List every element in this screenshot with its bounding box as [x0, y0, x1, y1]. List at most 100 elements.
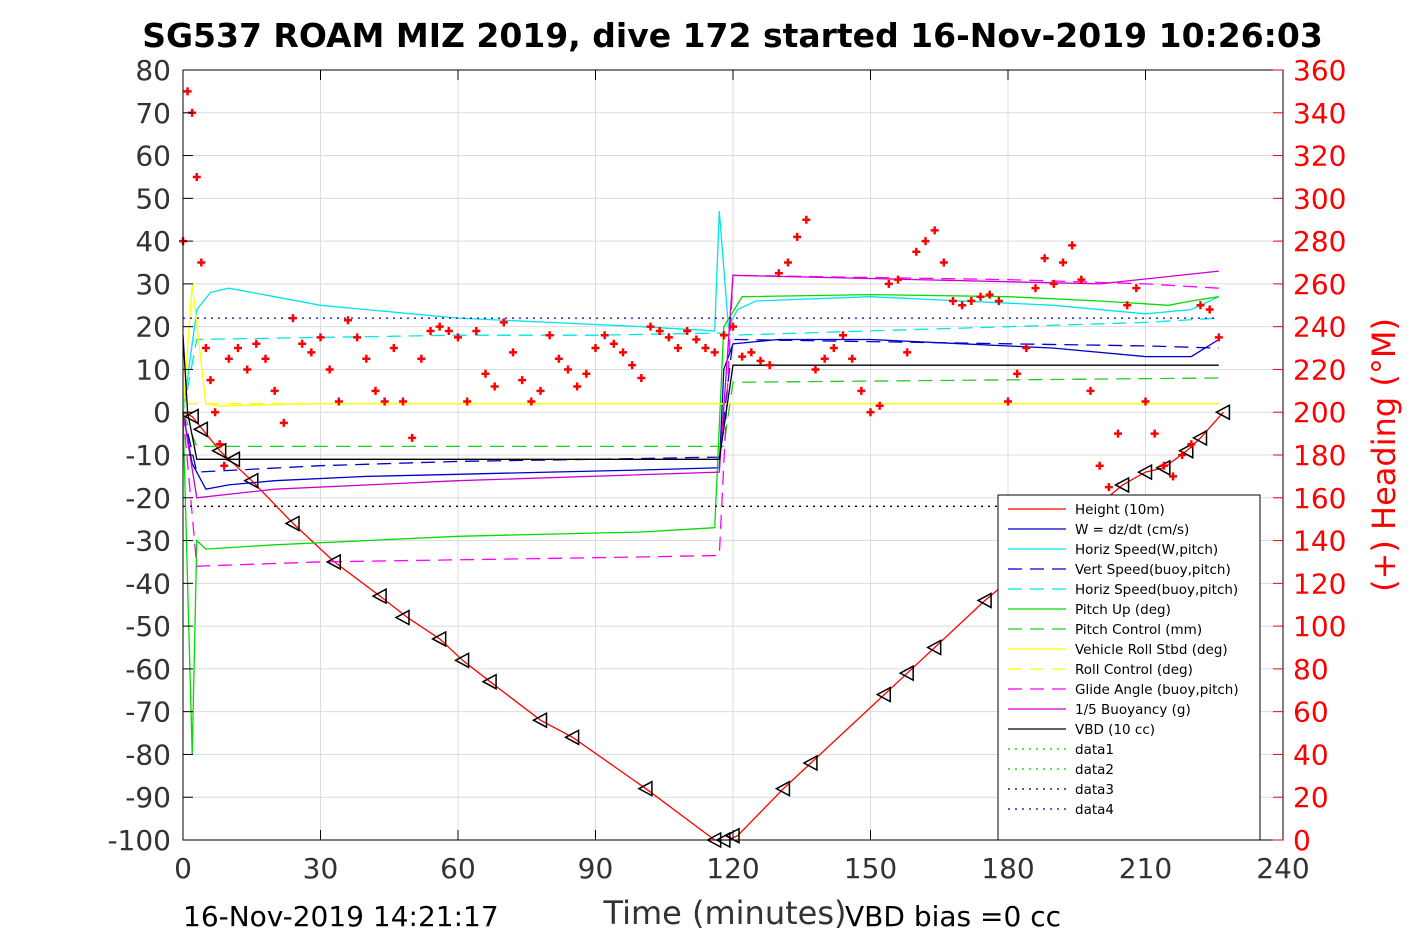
heading-point [279, 418, 288, 427]
legend: Height (10m) W = dz/dt (cm/s) Horiz Speed(… [997, 494, 1261, 841]
heading-point [958, 301, 967, 310]
heading-point [463, 397, 472, 406]
legend-label-6: Pitch Control (mm) [1075, 622, 1202, 638]
x-axis-label: Time (minutes) [603, 894, 847, 932]
heading-point [1132, 284, 1141, 293]
heading-point [252, 339, 261, 348]
heading-point [417, 354, 426, 363]
heading-point [820, 354, 829, 363]
heading-point [930, 226, 939, 235]
right-tick-label: 140 [1293, 525, 1346, 558]
right-tick-label: 120 [1293, 567, 1346, 600]
left-tick-label: 0 [153, 396, 171, 429]
heading-point [527, 397, 536, 406]
heading-point [1178, 451, 1187, 459]
heading-point [435, 322, 444, 331]
heading-point [985, 290, 994, 299]
left-tick-label: -10 [125, 439, 171, 472]
heading-point [646, 322, 655, 331]
depth-marker [1191, 429, 1208, 447]
chart-title: SG537 ROAM MIZ 2019, dive 172 started 16… [142, 16, 1323, 55]
heading-point [316, 333, 325, 342]
heading-point [692, 335, 701, 344]
heading-point [674, 344, 682, 353]
legend-label-14: data3 [1075, 782, 1114, 798]
legend-label-9: Glide Angle (buoy,pitch) [1075, 682, 1239, 698]
heading-point [536, 386, 545, 395]
left-tick-label: -30 [125, 525, 171, 558]
right-tick-label: 320 [1293, 140, 1346, 173]
heading-point [261, 354, 270, 363]
legend-label-5: Pitch Up (deg) [1075, 602, 1171, 618]
depth-marker [243, 472, 259, 489]
heading-point [1040, 254, 1049, 263]
depth-marker [976, 592, 992, 609]
heading-point [1141, 397, 1150, 406]
left-tick-label: -70 [125, 696, 171, 729]
heading-point [1187, 440, 1196, 449]
heading-point [664, 333, 673, 342]
depth-marker [192, 421, 209, 438]
heading-point [637, 374, 646, 382]
series-line-1 [182, 338, 1220, 490]
right-tick-label: 340 [1293, 97, 1346, 130]
heading-point [921, 237, 930, 246]
heading-point [201, 344, 210, 353]
depth-marker [371, 587, 387, 605]
heading-point [307, 348, 316, 357]
series-line-4 [182, 317, 1219, 413]
heading-point [628, 361, 637, 370]
left-tick-label: -60 [125, 653, 171, 686]
heading-point [454, 333, 462, 342]
series-line-10 [182, 270, 1219, 499]
x-tick-label: 0 [174, 852, 192, 885]
heading-point [894, 275, 902, 284]
x-tick-label: 120 [706, 852, 759, 885]
right-tick-label: 20 [1293, 781, 1329, 814]
heading-point [774, 269, 783, 278]
left-tick-label: 60 [135, 140, 171, 173]
series-line-3 [182, 338, 1219, 473]
heading-point [509, 348, 517, 357]
heading-point [756, 356, 765, 365]
right-tick-label: 160 [1293, 482, 1346, 515]
legend-label-4: Horiz Speed(buoy,pitch) [1075, 582, 1238, 598]
heading-point [1086, 386, 1095, 395]
left-axis-tick-labels: 80 70 60 50 40 30 20 10 0 -10 -20 -30 -40 -50 -60 -70 -8… [107, 54, 171, 857]
heading-point [591, 344, 600, 353]
heading-point [1104, 483, 1113, 492]
legend-label-3: Vert Speed(buoy,pitch) [1075, 562, 1231, 578]
heading-point [829, 344, 838, 353]
heading-point [949, 297, 957, 305]
x-tick-label: 60 [440, 852, 476, 885]
footer-vbd-bias: VBD bias =0 cc [845, 900, 1061, 933]
depth-marker [1178, 442, 1194, 459]
heading-point [1022, 344, 1031, 353]
heading-point [289, 314, 297, 323]
x-tick-label: 210 [1119, 852, 1172, 885]
depth-marker [637, 780, 653, 797]
depth-marker [1136, 463, 1153, 481]
heading-point [481, 369, 490, 378]
x-axis-tick-labels: 0 30 60 90 120 150 180 210 240 [174, 852, 1310, 885]
depth-marker [284, 515, 300, 532]
right-tick-label: 180 [1293, 439, 1346, 472]
series-line-2 [182, 211, 1220, 413]
heading-point [215, 440, 224, 449]
legend-label-8: Roll Control (deg) [1075, 662, 1193, 678]
heading-point [784, 258, 792, 267]
heading-point [444, 326, 453, 335]
depth-marker [802, 754, 818, 772]
heading-point [582, 369, 591, 378]
depth-marker [898, 664, 914, 682]
left-tick-label: 70 [135, 97, 171, 130]
heading-point [389, 344, 398, 353]
right-tick-label: 60 [1293, 696, 1329, 729]
left-tick-label: -50 [125, 610, 171, 643]
heading-point [848, 354, 857, 363]
series-line-5 [182, 293, 1219, 755]
heading-point [371, 386, 380, 395]
heading-point [1196, 301, 1205, 310]
depth-marker [183, 408, 199, 425]
